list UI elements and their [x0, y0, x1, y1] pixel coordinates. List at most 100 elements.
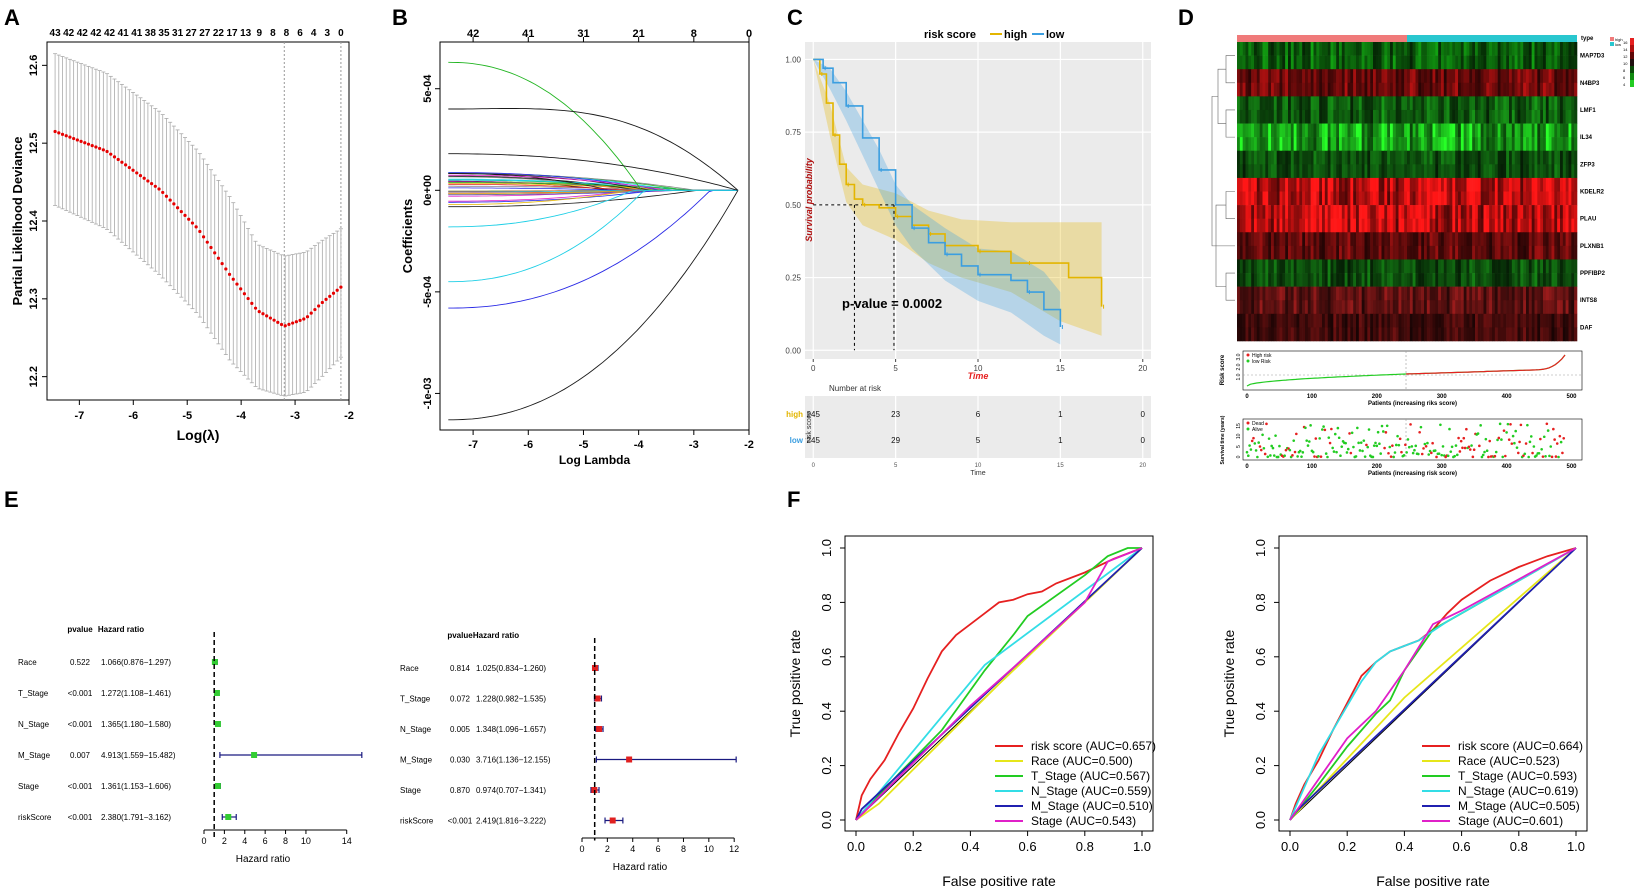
heatmap-cell	[1288, 313, 1292, 328]
heatmap-cell	[1268, 69, 1272, 84]
heatmap-cell	[1307, 177, 1311, 192]
heatmap-cell	[1511, 42, 1515, 56]
heatmap-cell	[1528, 232, 1532, 247]
heatmap-cell	[1381, 177, 1385, 192]
heatmap-cell	[1446, 286, 1450, 301]
heatmap-cell	[1548, 82, 1552, 97]
heatmap-cell	[1324, 109, 1328, 124]
heatmap-cell	[1237, 232, 1241, 247]
survival-point	[1558, 434, 1562, 438]
heatmap-cell	[1489, 191, 1493, 206]
heatmap-cell	[1313, 69, 1317, 84]
heatmap-cell	[1469, 96, 1473, 111]
heatmap-cell	[1370, 245, 1374, 260]
heatmap-cell	[1472, 300, 1476, 315]
heatmap-cell	[1412, 313, 1416, 328]
heatmap-cell	[1548, 69, 1552, 84]
heatmap-cell	[1432, 123, 1436, 138]
heatmap-cell	[1483, 164, 1487, 179]
heatmap-cell	[1254, 42, 1258, 56]
heatmap-cell	[1290, 191, 1294, 206]
heatmap-cell	[1324, 218, 1328, 233]
heatmap-cell	[1520, 177, 1524, 192]
heatmap-cell	[1506, 69, 1510, 84]
heatmap-cell	[1327, 245, 1331, 260]
heatmap-cell	[1562, 232, 1566, 247]
heatmap-cell	[1401, 232, 1405, 247]
heatmap-cell	[1364, 150, 1368, 165]
heatmap-cell	[1313, 164, 1317, 179]
forest-row-label: Stage	[18, 782, 39, 791]
heatmap-cell	[1435, 218, 1439, 233]
heatmap-cell	[1571, 300, 1575, 315]
heatmap-cell	[1452, 69, 1456, 84]
heatmap-cell	[1537, 313, 1541, 328]
heatmap-cell	[1472, 313, 1476, 328]
heatmap-cell	[1305, 313, 1309, 328]
heatmap-cell	[1384, 69, 1388, 84]
x-tick-label: 0.4	[1395, 839, 1413, 854]
heatmap-cell	[1239, 313, 1243, 328]
heatmap-cell	[1276, 259, 1280, 274]
legend-label: Race (AUC=0.500)	[1031, 754, 1133, 768]
heatmap-cell	[1531, 191, 1535, 206]
heatmap-cell	[1356, 55, 1360, 70]
heatmap-cell	[1543, 123, 1547, 138]
heatmap-cell	[1361, 191, 1365, 206]
heatmap-cell	[1548, 205, 1552, 219]
heatmap-cell	[1568, 191, 1572, 206]
heatmap-cell	[1404, 313, 1408, 328]
deviance-point	[261, 312, 265, 316]
heatmap-cell	[1489, 164, 1493, 179]
heatmap-cell	[1554, 150, 1558, 165]
heatmap-cell	[1483, 232, 1487, 247]
heatmap-cell	[1494, 109, 1498, 124]
heatmap-cell	[1339, 137, 1343, 152]
heatmap-cell	[1438, 232, 1442, 247]
heatmap-cell	[1404, 232, 1408, 247]
heatmap-cell	[1455, 177, 1459, 192]
heatmap-cell	[1497, 42, 1501, 56]
heatmap-cell	[1387, 55, 1391, 70]
heatmap-cell	[1350, 150, 1354, 165]
color-scale-label: 4	[1623, 82, 1626, 87]
coef-path-minor	[448, 182, 738, 191]
survival-point	[1435, 455, 1438, 459]
heatmap-cell	[1279, 259, 1283, 274]
heatmap-cell	[1373, 42, 1377, 56]
heatmap-cell	[1282, 109, 1286, 124]
heatmap-cell	[1426, 205, 1430, 219]
heatmap-cell	[1438, 327, 1442, 342]
forest-row-label: Race	[18, 658, 37, 667]
survival-x-tick: 400	[1502, 464, 1513, 470]
heatmap-cell	[1477, 273, 1481, 287]
heatmap-cell	[1327, 177, 1331, 192]
heatmap-cell	[1268, 327, 1272, 342]
heatmap-cell	[1324, 327, 1328, 342]
heatmap-cell	[1452, 313, 1456, 328]
heatmap-cell	[1545, 300, 1549, 315]
heatmap-cell	[1466, 245, 1470, 260]
gene-label: N4BP3	[1580, 81, 1600, 87]
heatmap-cell	[1520, 218, 1524, 233]
heatmap-cell	[1239, 123, 1243, 138]
heatmap-cell	[1418, 82, 1422, 97]
heatmap-cell	[1296, 218, 1300, 233]
heatmap-cell	[1307, 327, 1311, 342]
heatmap-cell	[1313, 109, 1317, 124]
heatmap-cell	[1472, 273, 1476, 287]
heatmap-cell	[1330, 259, 1334, 274]
heatmap-cell	[1421, 150, 1425, 165]
heatmap-cell	[1387, 137, 1391, 152]
heatmap-cell	[1435, 313, 1439, 328]
heatmap-cell	[1514, 232, 1518, 247]
heatmap-cell	[1381, 259, 1385, 274]
survival-point	[1269, 454, 1272, 457]
survival-point	[1448, 427, 1451, 431]
heatmap-cell	[1460, 232, 1464, 247]
deviance-point	[287, 322, 291, 326]
heatmap-cell	[1381, 55, 1385, 70]
panel-label-f: F	[787, 487, 800, 512]
heatmap-cell	[1330, 96, 1334, 111]
heatmap-cell	[1441, 69, 1445, 84]
